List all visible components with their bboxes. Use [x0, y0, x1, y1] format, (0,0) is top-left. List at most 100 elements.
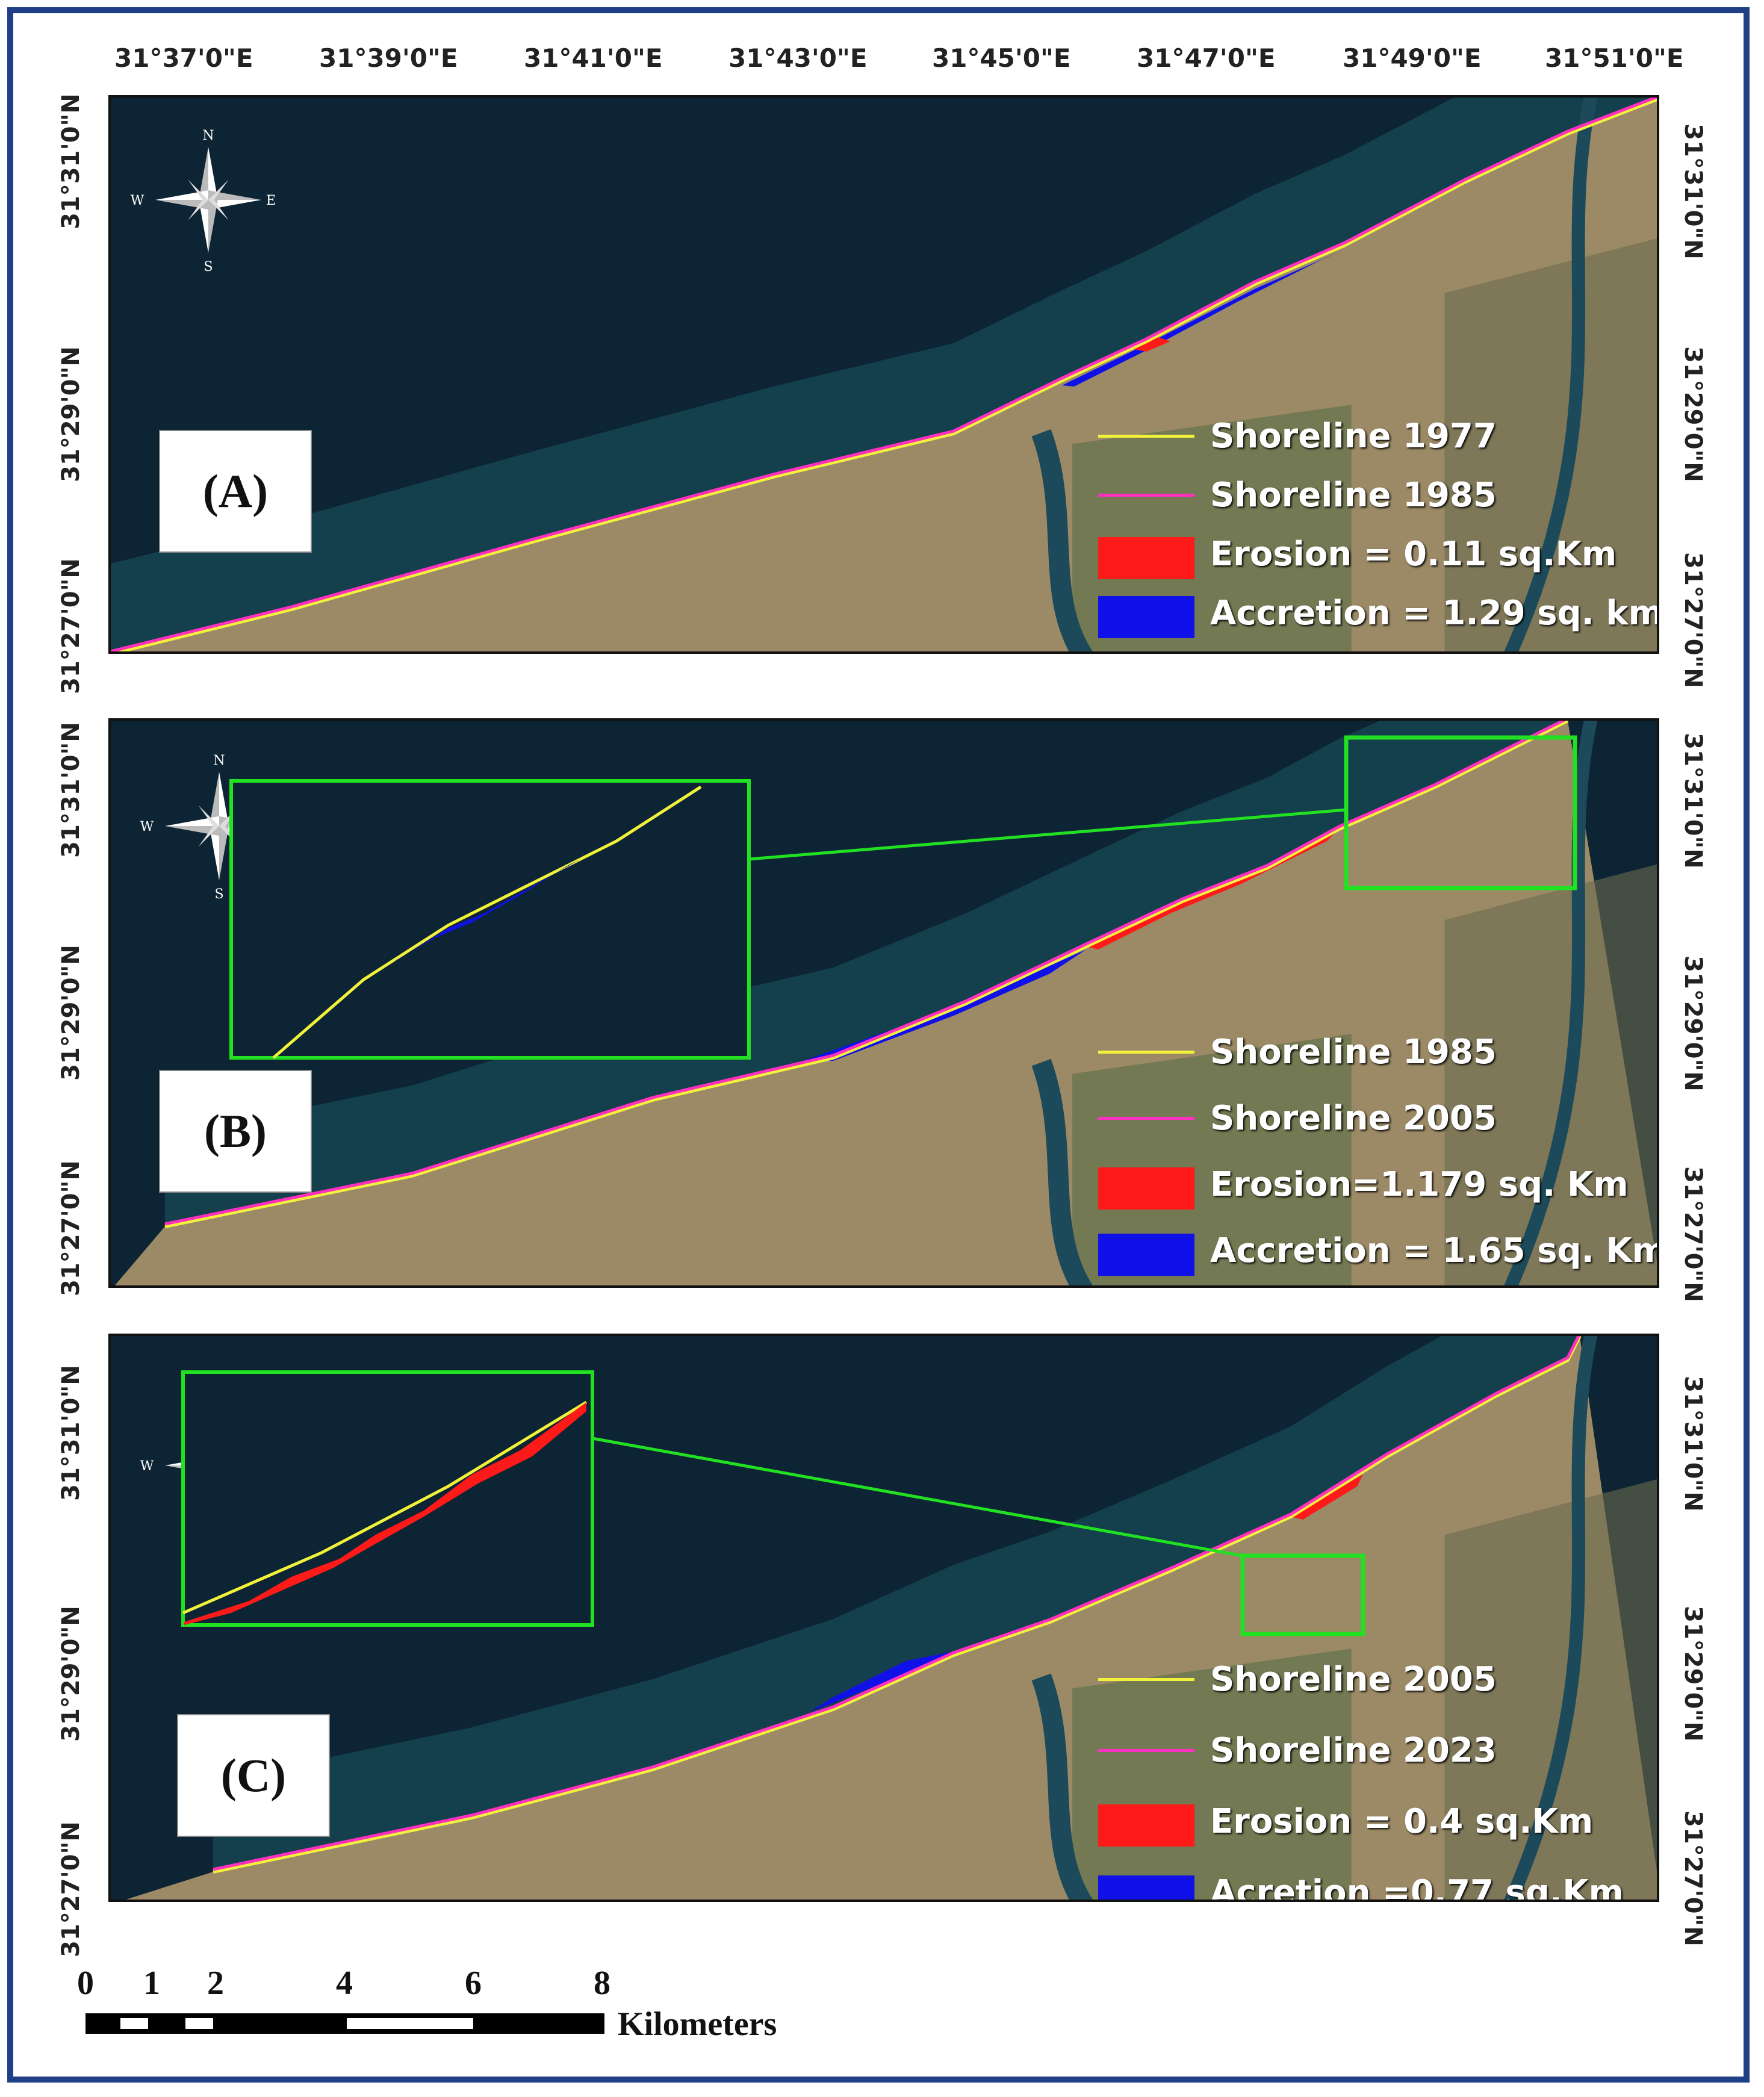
legend-label: Shoreline 1985	[1210, 476, 1497, 515]
latitude-label-left: 31°31'0"N	[57, 722, 85, 858]
port-channel	[1031, 429, 1093, 651]
shoreline-new	[164, 721, 1567, 1226]
legend-label: Erosion = 0.11 sq.Km	[1210, 535, 1617, 574]
inset-shoreline-old	[272, 785, 702, 1059]
legend-line-swatch	[1098, 1678, 1194, 1681]
map-panel-a: N S E W (A) Shoreline 1977 Shoreline 1985 Ero…	[108, 95, 1659, 654]
compass-letter: W	[131, 193, 144, 208]
legend-patch-swatch	[1098, 1234, 1194, 1276]
legend-label: Accretion = 1.65 sq. Km	[1210, 1231, 1659, 1270]
compass-letter: N	[202, 128, 214, 143]
erosion-area	[1134, 337, 1170, 352]
legend-line-swatch	[1098, 1749, 1194, 1752]
inset-connector	[592, 1437, 1243, 1558]
legend-label: Erosion=1.179 sq. Km	[1210, 1165, 1629, 1204]
urban-area	[1444, 864, 1657, 1285]
latitude-label-right: 31°27'0"N	[1679, 1810, 1707, 1946]
legend-label: Shoreline 2005	[1210, 1099, 1497, 1138]
legend-label: Shoreline 2023	[1210, 1731, 1497, 1770]
latitude-label-right: 31°27'0"N	[1679, 552, 1707, 688]
longitude-label: 31°49'0"E	[1343, 43, 1482, 73]
scale-tick-label: 8	[594, 1965, 610, 2002]
shoreline-new	[111, 98, 1657, 651]
inset-source-box	[1344, 735, 1577, 890]
longitude-label: 31°39'0"E	[319, 43, 458, 73]
legend-line-swatch	[1098, 435, 1194, 438]
urban-area	[1444, 238, 1657, 651]
shoreline-old	[113, 98, 1657, 651]
legend-patch-swatch	[1098, 537, 1194, 579]
shoreline-new	[213, 1336, 1580, 1871]
compass-letter: S	[214, 887, 223, 902]
longitude-label: 31°43'0"E	[728, 43, 868, 73]
compass-letter: S	[203, 259, 213, 275]
scale-unit-label: Kilometers	[618, 2005, 777, 2043]
latitude-label-right: 31°27'0"N	[1679, 1166, 1707, 1302]
legend-label: Acretion =0.77 sq.Km	[1210, 1873, 1624, 1902]
legend-label: Shoreline 2005	[1210, 1660, 1497, 1699]
latitude-label-left: 31°29'0"N	[57, 346, 85, 482]
longitude-label: 31°45'0"E	[932, 43, 1071, 73]
latitude-label-right: 31°31'0"N	[1679, 123, 1707, 259]
scale-tick-label: 4	[336, 1965, 353, 2002]
agricultural-fields	[1072, 1034, 1352, 1285]
legend-label: Shoreline 1977	[1210, 417, 1497, 456]
compass-icon: N S E W	[131, 128, 276, 275]
scale-tick-label: 0	[77, 1965, 94, 2002]
agricultural-fields	[1072, 405, 1352, 651]
latitude-label-left: 31°31'0"N	[57, 93, 85, 229]
inset-frame	[229, 779, 751, 1060]
latitude-label-left: 31°27'0"N	[57, 558, 85, 694]
legend-label: Shoreline 1985	[1210, 1033, 1497, 1072]
longitude-label: 31°41'0"E	[524, 43, 663, 73]
shallow-water	[213, 1336, 1580, 1872]
urban-area	[1444, 1479, 1657, 1900]
legend-patch-swatch	[1098, 1167, 1194, 1210]
port-channel	[1031, 1673, 1093, 1900]
latitude-label-right: 31°29'0"N	[1679, 955, 1707, 1092]
latitude-label-right: 31°31'0"N	[1679, 1376, 1707, 1512]
latitude-label-left: 31°29'0"N	[57, 945, 85, 1081]
latitude-label-right: 31°31'0"N	[1679, 733, 1707, 869]
legend-patch-swatch	[1098, 1804, 1194, 1847]
latitude-label-left: 31°29'0"N	[57, 1606, 85, 1742]
latitude-label-left: 31°31'0"N	[57, 1365, 85, 1501]
latitude-label-left: 31°27'0"N	[57, 1821, 85, 1957]
erosion-area	[1291, 1474, 1363, 1520]
latitude-label-left: 31°27'0"N	[57, 1160, 85, 1296]
panel-tag: (C)	[177, 1714, 330, 1837]
panel-tag: (A)	[159, 430, 312, 553]
shoreline-old	[164, 721, 1569, 1228]
shallow-water	[111, 98, 1657, 651]
legend-line-swatch	[1098, 1117, 1194, 1120]
shallow-water	[165, 721, 1568, 1226]
longitude-label: 31°47'0"E	[1137, 43, 1276, 73]
compass-letter: W	[140, 819, 154, 834]
legend-label: Erosion = 0.4 sq.Km	[1210, 1802, 1594, 1841]
map-a-image: N S E W	[111, 98, 1657, 651]
legend-patch-swatch	[1098, 1875, 1194, 1900]
inset-shoreline-old	[182, 1400, 588, 1615]
scale-tick-label: 2	[207, 1965, 224, 2002]
compass-letter: E	[266, 193, 276, 208]
inset-zoom	[229, 779, 751, 1060]
river	[1504, 98, 1598, 651]
latitude-label-right: 31°29'0"N	[1679, 346, 1707, 482]
inset-connector	[748, 808, 1347, 861]
legend-line-swatch	[1098, 1051, 1194, 1054]
erosion-area	[1086, 829, 1339, 949]
legend-line-swatch	[1098, 494, 1194, 497]
longitude-label: 31°37'0"E	[114, 43, 253, 73]
panel-tag: (B)	[159, 1070, 312, 1193]
river	[1504, 721, 1598, 1285]
scale-bar-graphic	[85, 2013, 604, 2034]
legend-patch-swatch	[1098, 596, 1194, 638]
river	[1504, 1336, 1598, 1900]
figure-frame	[7, 7, 1750, 2083]
longitude-label: 31°51'0"E	[1545, 43, 1684, 73]
inset-zoom	[181, 1370, 594, 1627]
scale-tick-label: 6	[465, 1965, 482, 2002]
